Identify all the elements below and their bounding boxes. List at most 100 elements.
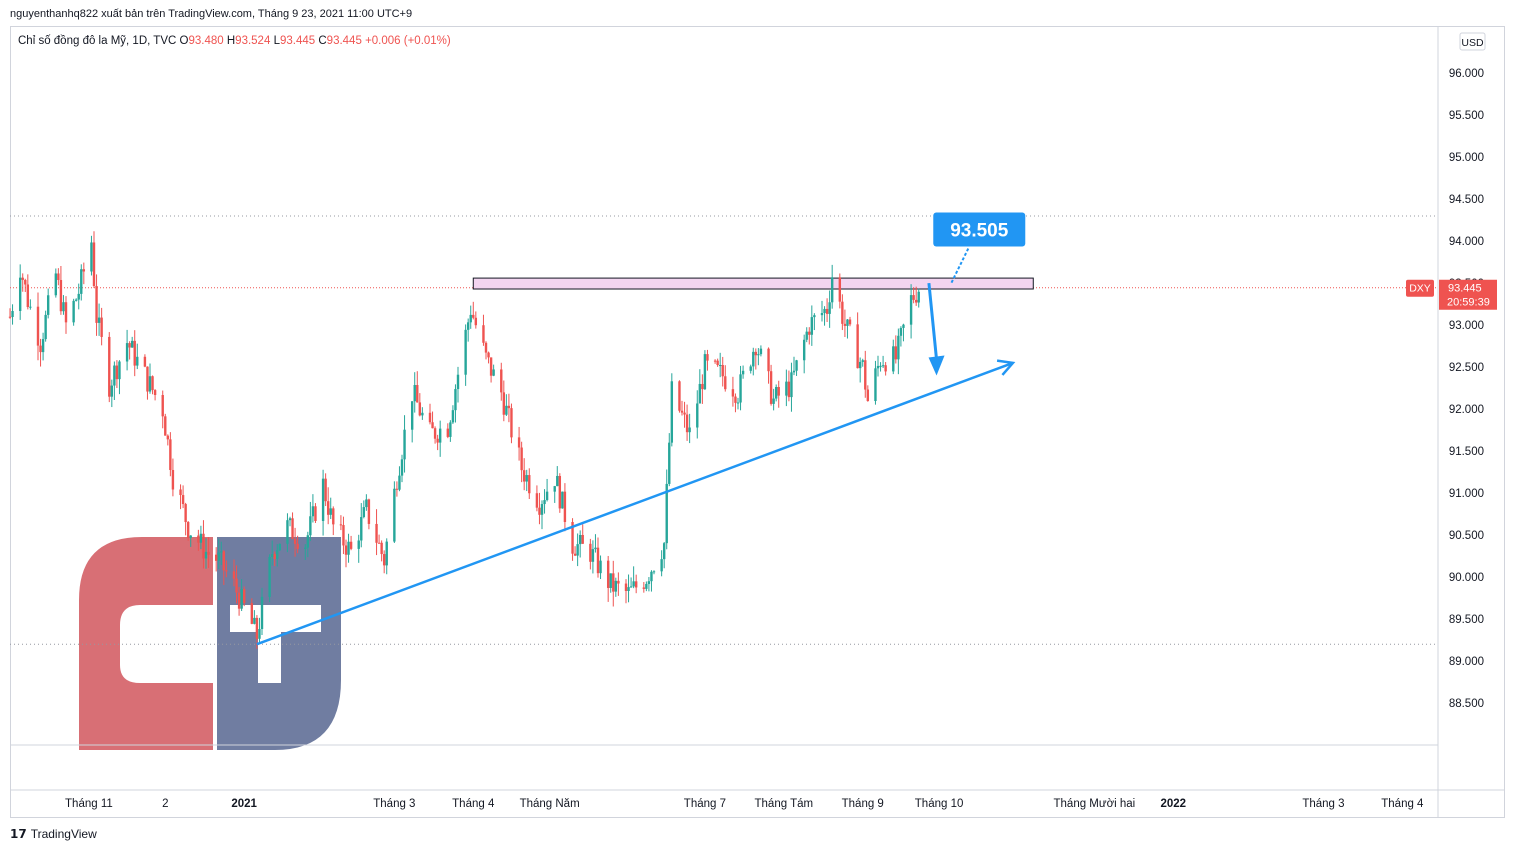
candle-body <box>151 376 154 391</box>
candle-body <box>385 541 388 566</box>
candle-body <box>237 592 241 609</box>
candle-body <box>642 587 646 589</box>
candle-body <box>367 499 371 524</box>
candle-body <box>242 589 246 604</box>
last-price-value: 93.445 <box>1448 283 1482 295</box>
candle-body <box>270 554 274 557</box>
resistance-zone[interactable] <box>472 277 1034 290</box>
price-tick-label: 91.500 <box>1449 446 1484 458</box>
time-tick-label: Tháng 9 <box>842 798 884 810</box>
candle-body <box>864 360 867 390</box>
time-tick-label: Tháng 3 <box>1302 798 1344 810</box>
candle-body <box>614 580 618 592</box>
candle-body <box>115 365 119 380</box>
candlestick-series <box>8 231 920 649</box>
footer-brand[interactable]: 𝟭𝟳 TradingView <box>10 827 97 841</box>
candle-body <box>128 343 131 348</box>
legend-instrument: Chỉ số đồng đô la Mỹ, 1D, TVC <box>18 35 177 47</box>
legend-change: +0.006 (+0.01%) <box>365 35 451 47</box>
candle-body <box>46 295 50 315</box>
candle-body <box>433 428 437 439</box>
time-axis[interactable]: Tháng 11 2 2021 Tháng 3 Tháng 4 Tháng Năm Thán… <box>65 798 1424 810</box>
price-tick-label: 90.500 <box>1449 530 1484 542</box>
candle-body <box>558 475 562 509</box>
candle-body <box>421 412 424 416</box>
symbol-badge-text: DXY <box>1409 283 1431 295</box>
candle-body <box>110 385 114 397</box>
candle-body <box>581 534 584 544</box>
ct-logo-watermark <box>79 537 341 750</box>
candle-body <box>232 571 236 579</box>
candle-body <box>382 554 386 566</box>
candle-body <box>181 495 185 505</box>
candle-body <box>724 376 727 390</box>
price-tick-label: 96.000 <box>1449 68 1484 80</box>
time-tick-label: Tháng Năm <box>520 798 580 810</box>
price-tick-label: 94.000 <box>1449 236 1484 248</box>
candle-body <box>680 410 684 413</box>
legend-low: 93.445 <box>279 35 316 47</box>
candle-body <box>912 295 915 300</box>
currency-badge[interactable] <box>1459 32 1486 51</box>
price-tick-label: 92.500 <box>1449 362 1484 374</box>
candle-body <box>683 412 686 415</box>
candle-body <box>108 336 111 397</box>
candle-body <box>184 504 187 523</box>
candle-body <box>902 324 905 328</box>
candle-body <box>393 488 396 542</box>
time-tick-label: Tháng Tám <box>755 798 814 810</box>
candle-body <box>311 506 315 517</box>
price-tick-label: 95.000 <box>1449 152 1484 164</box>
candle-body <box>400 459 404 476</box>
candle-body <box>612 573 615 592</box>
candle-body <box>739 374 742 403</box>
candle-body <box>624 583 628 591</box>
candle-body <box>62 302 65 312</box>
candle-body <box>632 581 635 587</box>
candle-body <box>77 293 80 300</box>
candle-body <box>332 508 335 525</box>
candle-body <box>286 520 289 544</box>
candle-body <box>665 483 668 544</box>
candle-body <box>752 351 755 367</box>
candle-body <box>296 543 299 549</box>
legend-high-label: H <box>226 35 236 47</box>
candle-body <box>808 331 811 335</box>
candle-body <box>561 491 564 509</box>
candle-body <box>258 629 261 639</box>
publisher-line: nguyenthanhq822 xuất bản trên TradingVie… <box>10 8 413 20</box>
candle-body <box>321 478 325 521</box>
price-tick-label: 92.000 <box>1449 404 1484 416</box>
legend-open: 93.480 <box>188 35 224 47</box>
bearish-forecast-arrow[interactable] <box>927 282 939 360</box>
candle-body <box>133 340 136 366</box>
legend-close-label: C <box>318 35 327 47</box>
time-tick-label: Tháng 4 <box>1381 798 1424 810</box>
resistance-zone-rect[interactable] <box>472 277 1034 290</box>
candle-body <box>830 277 834 303</box>
ascending-trendline[interactable] <box>256 361 1014 646</box>
candle-body <box>255 617 259 639</box>
price-axis[interactable]: 88.500 89.000 89.500 90.000 90.500 91.000 91.5… <box>1406 32 1497 710</box>
candle-body <box>848 319 852 325</box>
candle-body <box>820 312 824 316</box>
candle-body <box>41 339 45 353</box>
candle-body <box>884 365 887 372</box>
candle-body <box>418 402 422 416</box>
price-callout-box[interactable] <box>933 212 1026 247</box>
candle-body <box>576 544 579 556</box>
candle-body <box>769 371 773 404</box>
candle-body <box>451 410 455 423</box>
candle-body <box>914 299 918 303</box>
candle-body <box>197 535 200 543</box>
candle-body <box>861 360 864 362</box>
candle-body <box>785 381 788 396</box>
candle-body <box>713 360 717 362</box>
candle-body <box>492 369 495 376</box>
candle-body <box>329 508 332 515</box>
candle-body <box>365 499 368 508</box>
drawings-layer[interactable]: 93.505 <box>256 212 1026 646</box>
candle-body <box>100 317 103 337</box>
price-callout-value: 93.505 <box>950 221 1009 242</box>
